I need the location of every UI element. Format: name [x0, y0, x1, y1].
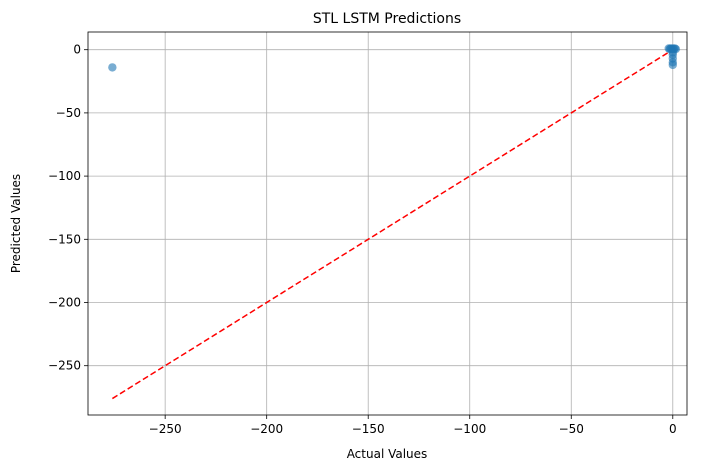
- y-tick-label: −100: [48, 169, 81, 183]
- x-axis-label: Actual Values: [347, 447, 428, 461]
- x-tick-label: −100: [453, 422, 486, 436]
- scatter-points: [108, 44, 681, 72]
- scatter-point: [108, 63, 117, 72]
- y-tick-label: −200: [48, 296, 81, 310]
- x-tick-label: −250: [149, 422, 182, 436]
- y-tick-label: −50: [56, 106, 81, 120]
- x-tick-label: 0: [669, 422, 677, 436]
- y-tick-label: 0: [73, 43, 81, 57]
- x-axis-ticks: −250 −200 −150 −100 −50 0: [149, 415, 677, 436]
- y-axis-label: Predicted Values: [9, 174, 23, 273]
- grid: [88, 32, 687, 415]
- reference-line: [111, 47, 676, 400]
- x-tick-label: −150: [352, 422, 385, 436]
- y-tick-label: −150: [48, 232, 81, 246]
- y-axis-ticks: −250 −200 −150 −100 −50 0: [48, 43, 88, 373]
- chart-title: STL LSTM Predictions: [313, 11, 461, 27]
- x-tick-label: −200: [250, 422, 283, 436]
- scatter-point: [668, 60, 677, 70]
- reference-line-group: [111, 47, 676, 400]
- plot-frame: [87, 31, 688, 416]
- y-tick-label: −250: [48, 359, 81, 373]
- x-tick-label: −50: [559, 422, 584, 436]
